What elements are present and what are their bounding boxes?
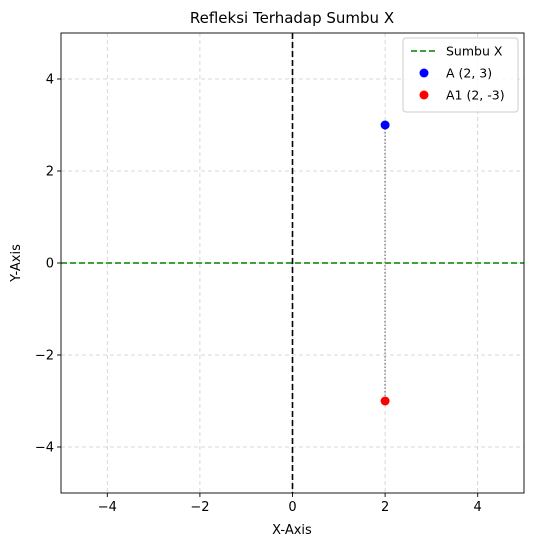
y-tick-label: −2 xyxy=(35,349,54,364)
x-axis-label: X-Axis xyxy=(272,523,312,538)
y-tick-label: 2 xyxy=(46,165,54,180)
legend: Sumbu X A (2, 3) A1 (2, -3) xyxy=(402,37,519,113)
y-tick-label: 0 xyxy=(46,257,54,272)
x-tick-label: 2 xyxy=(381,500,389,515)
legend-box xyxy=(402,37,519,113)
legend-label: A1 (2, -3) xyxy=(446,88,505,103)
x-tick-label: 4 xyxy=(474,500,482,515)
legend-label: A (2, 3) xyxy=(446,66,492,81)
legend-marker-swatch xyxy=(419,68,429,78)
y-axis-label: Y-Axis xyxy=(9,244,24,283)
x-tick-label: −2 xyxy=(190,500,209,515)
data-point-2 xyxy=(380,396,390,406)
legend-label: Sumbu X xyxy=(446,44,503,59)
data-point-1 xyxy=(380,120,390,130)
chart-title: Refleksi Terhadap Sumbu X xyxy=(190,9,394,27)
x-tick-label: −4 xyxy=(98,500,117,515)
y-tick-label: −4 xyxy=(35,441,54,456)
legend-marker-swatch xyxy=(419,90,429,100)
x-tick-label: 0 xyxy=(288,500,296,515)
y-tick-label: 4 xyxy=(46,73,54,88)
